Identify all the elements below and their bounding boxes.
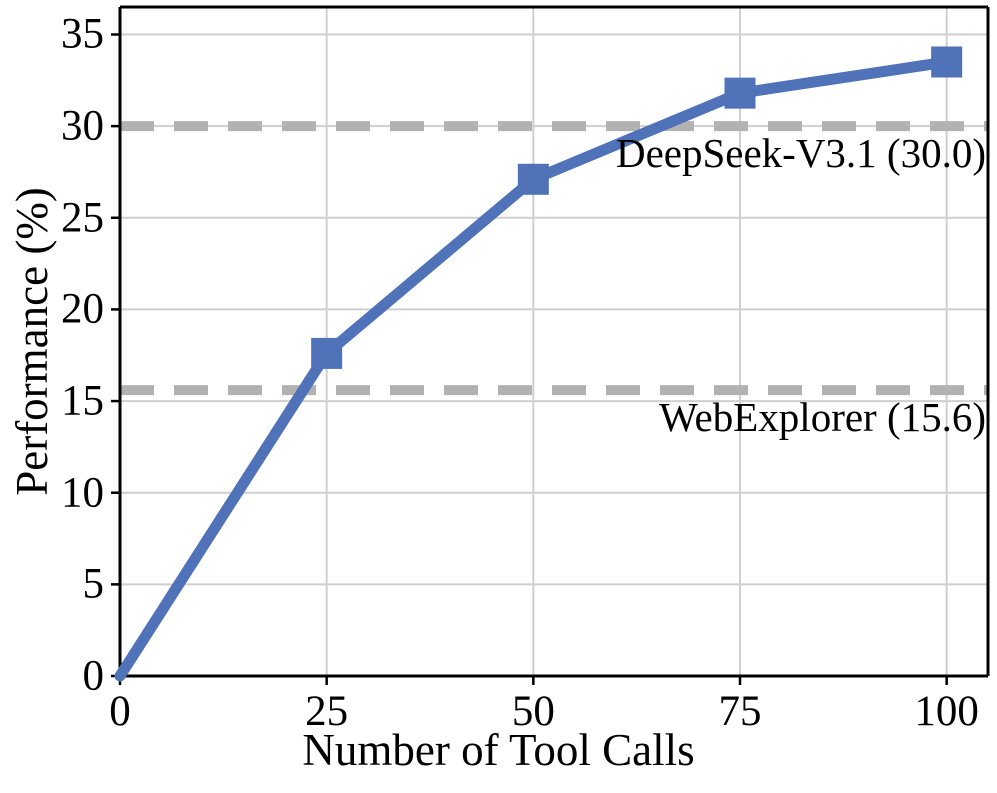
x-tick-label: 100 — [914, 688, 979, 735]
y-tick-label: 10 — [61, 469, 104, 517]
axis-ticks — [111, 33, 948, 685]
x-tick-label: 25 — [305, 688, 349, 735]
y-tick-label: 25 — [61, 194, 104, 242]
x-tick-label: 0 — [109, 688, 131, 735]
data-series-layer — [114, 46, 963, 682]
x-axis-title: Number of Tool Calls — [302, 725, 695, 775]
reference-line-label-deepseek: DeepSeek-V3.1 (30.0) — [615, 129, 986, 176]
y-tick-label: 30 — [61, 102, 104, 150]
reference-line-label-webexplorer: WebExplorer (15.6) — [659, 393, 986, 440]
y-tick-label: 0 — [82, 652, 105, 700]
y-tick-label: 20 — [61, 285, 104, 333]
y-axis-title: Performance (%) — [7, 187, 57, 496]
y-tick-label: 5 — [82, 560, 105, 608]
gridlines — [119, 7, 988, 677]
x-tick-label: 50 — [511, 688, 555, 735]
reference-lines — [120, 121, 988, 396]
x-tick-label: 75 — [718, 688, 762, 735]
y-tick-label: 35 — [61, 10, 104, 58]
y-tick-label: 15 — [61, 377, 104, 425]
axis-spines — [118, 5, 990, 678]
